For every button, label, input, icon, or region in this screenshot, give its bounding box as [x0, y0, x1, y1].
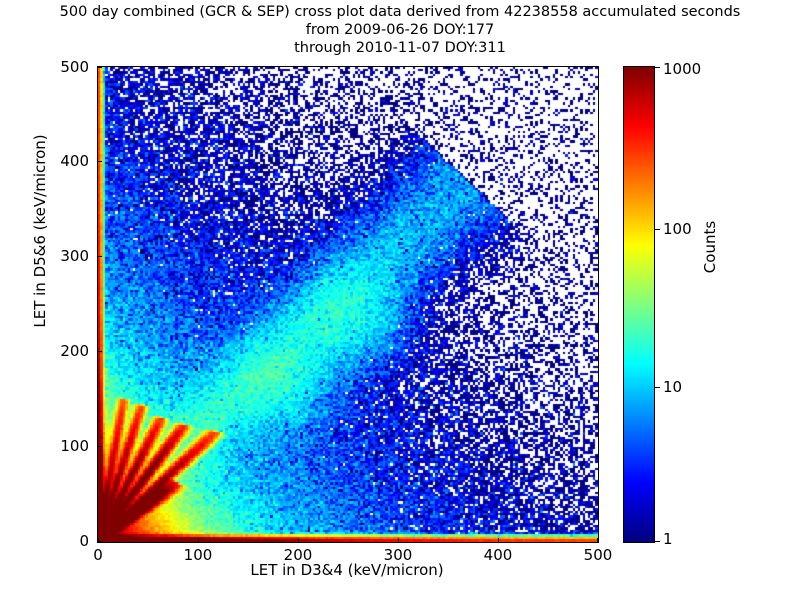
- colorbar-tick-10: [655, 387, 660, 388]
- plot-title: 500 day combined (GCR & SEP) cross plot …: [0, 3, 800, 57]
- title-line-3: through 2010-11-07 DOY:311: [294, 40, 506, 56]
- x-axis-label: LET in D3&4 (keV/micron): [250, 561, 444, 579]
- y-axis-label: LET in D5&6 (keV/micron): [31, 134, 49, 328]
- y-tick-300: [97, 256, 102, 257]
- colorbar-ticklabel-1000: 1000: [663, 60, 702, 78]
- x-tick-300: [398, 538, 399, 542]
- colorbar-ticklabel-1: 1: [663, 530, 673, 548]
- y-ticklabel-100: 100: [60, 437, 89, 455]
- y-ticklabel-400: 400: [60, 152, 89, 170]
- x-ticklabel-400: 400: [483, 546, 513, 564]
- colorbar-tick-100: [655, 229, 660, 230]
- x-ticklabel-0: 0: [93, 546, 103, 564]
- x-tick-500: [597, 538, 598, 542]
- colorbar-label: Counts: [701, 220, 719, 274]
- colorbar-ticklabel-100: 100: [663, 220, 692, 238]
- main-axes: 0 100 200 300 400 500 0 100 200 300 400 …: [60, 58, 612, 564]
- y-ticklabel-0: 0: [79, 532, 89, 550]
- colorbar-gradient: [624, 67, 654, 542]
- y-ticklabel-200: 200: [60, 342, 89, 360]
- x-tick-400: [498, 538, 499, 542]
- y-tick-500: [97, 67, 102, 68]
- y-tick-0: [97, 541, 102, 542]
- y-tick-400: [97, 161, 102, 162]
- colorbar-ticklabel-10: 10: [663, 378, 683, 396]
- x-tick-0: [98, 538, 99, 542]
- x-ticklabel-500: 500: [583, 546, 613, 564]
- x-ticklabel-200: 200: [283, 546, 313, 564]
- y-ticklabel-300: 300: [60, 247, 89, 265]
- y-tick-200: [97, 351, 102, 352]
- y-tick-100: [97, 446, 102, 447]
- colorbar-tick-1: [655, 541, 660, 542]
- y-ticklabel-500: 500: [60, 58, 89, 76]
- colorbar: 1000 100 10 1: [623, 60, 701, 548]
- colorbar-tick-1000: [655, 67, 660, 68]
- title-line-1: 500 day combined (GCR & SEP) cross plot …: [59, 4, 741, 20]
- x-tick-200: [298, 538, 299, 542]
- title-line-2: from 2009-06-26 DOY:177: [305, 22, 495, 38]
- x-ticklabel-100: 100: [183, 546, 213, 564]
- x-tick-100: [198, 538, 199, 542]
- x-ticklabel-300: 300: [383, 546, 413, 564]
- density-heatmap: [98, 67, 598, 542]
